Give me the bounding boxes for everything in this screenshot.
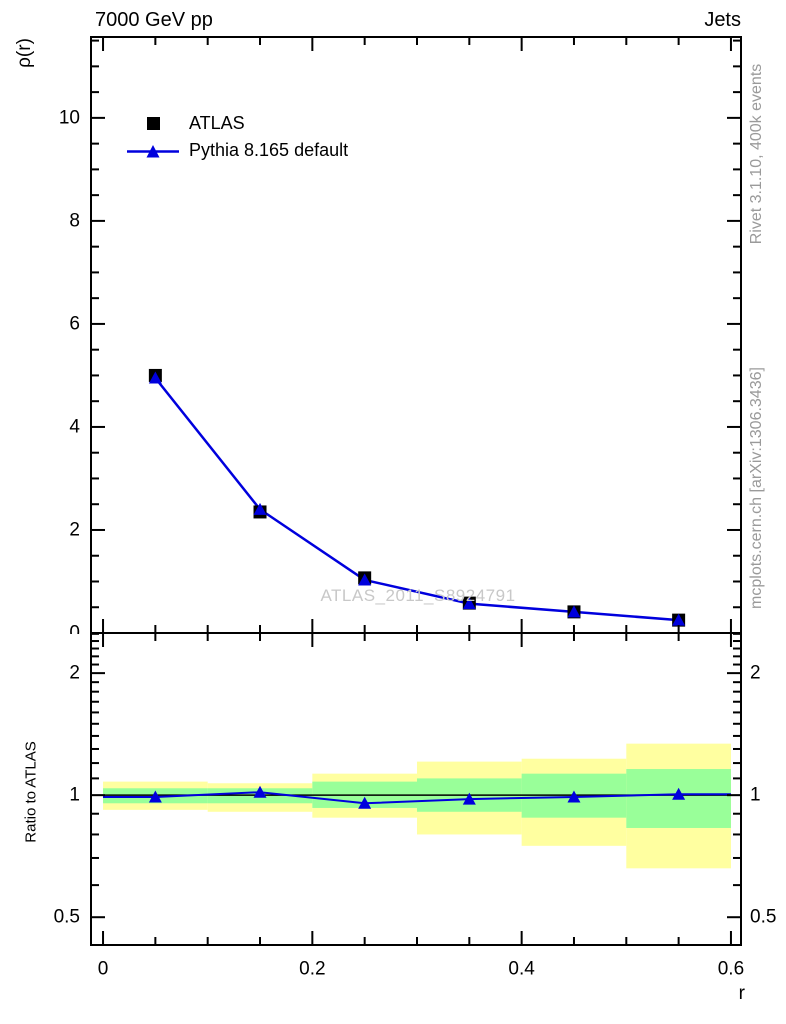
ratio-mc-point (358, 796, 372, 809)
ratio-mc-point (567, 790, 581, 803)
rivet-version-text: Rivet 3.1.10, 400k events (748, 63, 765, 245)
main-mc-point (672, 613, 686, 626)
mcplots-credit-text: mcplots.cern.ch [arXiv:1306.3436] (748, 367, 765, 609)
main-y-axis-label: ρ(r) (14, 38, 35, 68)
main-mc-line (154, 377, 679, 622)
legend-item-atlas: ATLAS (127, 110, 348, 137)
main-mc-point (253, 502, 267, 515)
ratio-mc-point (253, 785, 267, 798)
main-y-tick-label: 10 (59, 107, 80, 128)
x-tick-label: 0.4 (508, 959, 535, 980)
title-analysis: Jets (704, 9, 741, 31)
ratio-y-tick-label-right: 1 (750, 785, 761, 806)
legend-label-pythia: Pythia 8.165 default (189, 140, 349, 160)
legend-label-atlas: ATLAS (189, 113, 245, 133)
ratio-y-tick-label-left: 0.5 (54, 907, 80, 928)
x-tick-label: 0 (98, 959, 109, 980)
ratio-y-tick-label-left: 1 (69, 785, 80, 806)
ratio-mc-line (103, 791, 731, 805)
main-y-tick-label: 4 (69, 416, 80, 437)
ratio-y-axis-label: Ratio to ATLAS (22, 741, 40, 843)
main-y-tick-label: 6 (69, 313, 80, 334)
analysis-id-watermark: ATLAS_2011_S8924791 (320, 586, 516, 605)
main-y-tick-label: 8 (69, 210, 80, 231)
main-mc-point (567, 605, 581, 618)
atlas-square-marker-icon (146, 117, 160, 130)
main-mc-point (148, 371, 162, 384)
pythia-line-triangle-marker-icon (127, 144, 179, 157)
ratio-y-tick-label-right: 0.5 (750, 907, 776, 928)
ratio-mc-point (672, 787, 686, 800)
main-mc-point (358, 573, 372, 586)
x-tick-label: 0.2 (299, 959, 325, 980)
main-y-tick-label: 0 (69, 623, 80, 644)
ratio-y-tick-label-right: 2 (750, 663, 761, 684)
title-beam: 7000 GeV pp (95, 9, 213, 31)
ratio-y-tick-label-left: 2 (69, 663, 80, 684)
x-axis-label: r (738, 983, 745, 1004)
legend-item-pythia: Pythia 8.165 default (127, 137, 348, 164)
ratio-mc-point (148, 790, 162, 803)
main-y-tick-label: 2 (69, 519, 80, 540)
main-mc-point (462, 597, 476, 610)
x-tick-label: 0.6 (718, 959, 744, 980)
ratio-mc-point (462, 792, 476, 805)
legend: ATLAS Pythia 8.165 default (127, 110, 348, 164)
